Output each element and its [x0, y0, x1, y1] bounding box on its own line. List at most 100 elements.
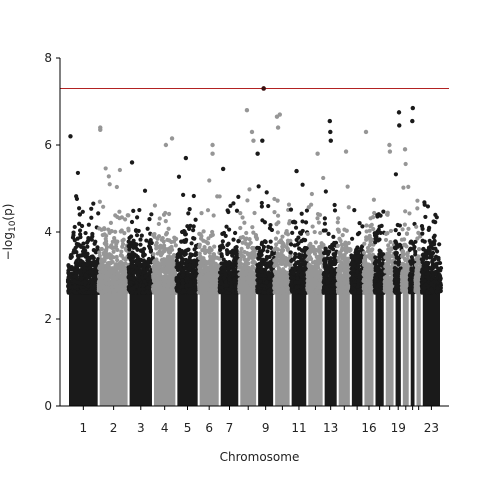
data-point	[113, 284, 119, 289]
data-point	[267, 226, 273, 231]
data-point	[199, 268, 204, 273]
chromosome-7-points	[217, 194, 242, 406]
data-point	[202, 245, 207, 250]
data-point	[156, 221, 161, 227]
data-point	[259, 249, 264, 254]
data-point	[126, 228, 131, 233]
chromosome-12-dense-band	[308, 279, 323, 406]
data-point	[127, 247, 132, 252]
data-point	[191, 224, 196, 229]
data-point	[279, 282, 284, 287]
data-point	[131, 208, 136, 213]
data-point	[260, 290, 266, 295]
data-point	[117, 209, 122, 214]
data-point	[275, 230, 280, 235]
data-point	[104, 281, 109, 286]
data-point	[191, 193, 196, 199]
data-point	[246, 265, 251, 270]
chromosome-5-dense-band	[177, 279, 198, 406]
data-point	[175, 261, 180, 267]
data-point	[225, 242, 230, 248]
data-point	[108, 266, 113, 271]
data-point	[186, 211, 191, 216]
data-point	[90, 261, 96, 266]
data-point	[167, 250, 173, 255]
chromosome-6-dense-band	[199, 279, 219, 406]
data-point	[301, 237, 306, 242]
data-point	[117, 266, 122, 271]
data-point	[256, 256, 261, 261]
chromosome-3-points	[126, 188, 156, 406]
data-point	[139, 233, 144, 238]
data-point	[72, 289, 77, 294]
data-point	[97, 278, 102, 283]
data-point	[113, 229, 118, 234]
data-point	[245, 198, 250, 203]
data-point	[299, 253, 305, 258]
data-point	[267, 276, 272, 281]
data-point	[78, 269, 83, 274]
data-point	[165, 237, 170, 243]
data-point	[211, 285, 216, 290]
data-point	[103, 166, 108, 171]
chromosome-7-dense-band	[220, 279, 239, 406]
data-point	[89, 206, 94, 211]
data-point	[142, 188, 148, 193]
data-point	[241, 278, 246, 283]
data-point	[114, 184, 119, 190]
data-point	[72, 284, 77, 290]
data-point	[205, 281, 210, 286]
data-point	[238, 252, 243, 258]
data-point	[68, 254, 73, 259]
data-point	[74, 241, 79, 247]
data-point	[239, 246, 244, 251]
data-point	[119, 275, 124, 281]
data-point	[238, 288, 244, 294]
data-point	[323, 228, 328, 233]
chromosome-11-dense-band	[291, 279, 307, 406]
data-point	[186, 289, 191, 294]
data-point	[228, 203, 233, 208]
data-point	[109, 274, 115, 279]
data-point	[170, 271, 175, 276]
data-point	[288, 250, 293, 255]
data-point	[151, 288, 156, 293]
data-point	[235, 252, 240, 257]
data-point	[212, 244, 217, 249]
data-point	[135, 270, 140, 275]
chromosome-2-dense-band	[99, 279, 128, 406]
data-point	[277, 239, 282, 245]
data-point	[267, 254, 272, 259]
data-point	[218, 281, 224, 286]
data-point	[264, 280, 269, 285]
data-point	[274, 222, 279, 227]
data-point	[190, 274, 195, 279]
data-point	[128, 256, 133, 262]
data-point	[333, 252, 338, 257]
data-point	[101, 204, 106, 209]
data-point	[199, 211, 204, 216]
chromosome-9-points	[255, 184, 277, 406]
data-point	[99, 246, 104, 252]
data-point	[282, 243, 287, 249]
data-point	[239, 269, 244, 274]
data-point	[192, 247, 197, 252]
data-point	[295, 289, 301, 294]
data-point	[272, 280, 277, 286]
data-point	[238, 211, 243, 216]
data-point	[96, 211, 101, 216]
data-point	[222, 269, 227, 274]
data-point	[286, 202, 292, 207]
data-point	[75, 253, 80, 258]
data-point	[253, 233, 259, 238]
data-point	[145, 285, 150, 290]
data-point	[309, 274, 315, 279]
data-point	[183, 239, 188, 244]
data-point	[104, 242, 109, 247]
data-point	[163, 219, 168, 224]
data-point	[134, 284, 139, 289]
data-point	[267, 262, 272, 267]
data-point	[85, 284, 91, 289]
data-point	[102, 256, 108, 261]
data-point	[212, 281, 217, 286]
